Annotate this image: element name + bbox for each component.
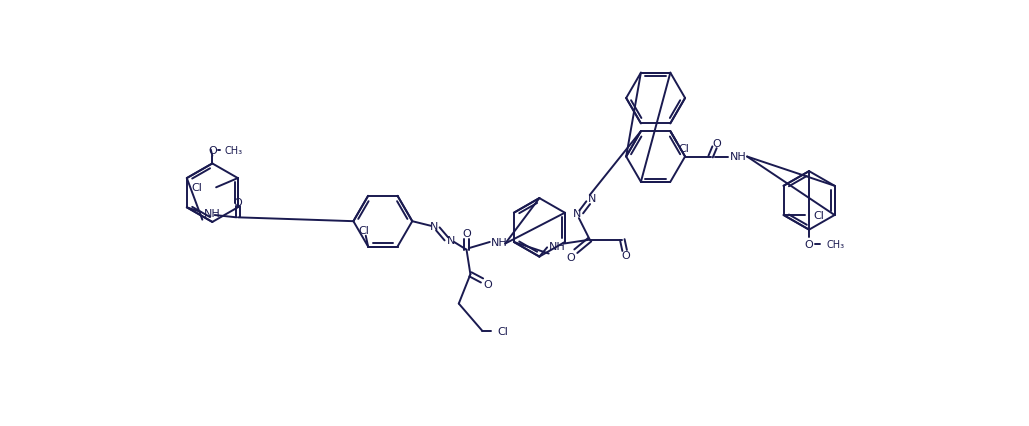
Text: O: O: [622, 250, 631, 260]
Text: N: N: [588, 194, 596, 204]
Text: NH: NH: [204, 209, 220, 219]
Text: O: O: [712, 138, 721, 148]
Text: N: N: [573, 209, 581, 219]
Text: O: O: [566, 252, 575, 262]
Text: O: O: [208, 145, 217, 155]
Text: O: O: [462, 228, 471, 238]
Text: Cl: Cl: [678, 144, 689, 154]
Text: NH: NH: [548, 241, 565, 251]
Text: CH₃: CH₃: [826, 239, 844, 249]
Text: Cl: Cl: [498, 326, 508, 336]
Text: NH: NH: [730, 152, 747, 162]
Text: O: O: [483, 279, 492, 289]
Text: CH₃: CH₃: [224, 145, 243, 155]
Text: O: O: [234, 198, 243, 207]
Text: N: N: [430, 221, 438, 231]
Text: Cl: Cl: [359, 225, 369, 235]
Text: Cl: Cl: [813, 210, 824, 221]
Text: N: N: [447, 235, 455, 245]
Text: Cl: Cl: [191, 183, 202, 193]
Text: O: O: [805, 239, 814, 249]
Text: NH: NH: [491, 237, 508, 248]
